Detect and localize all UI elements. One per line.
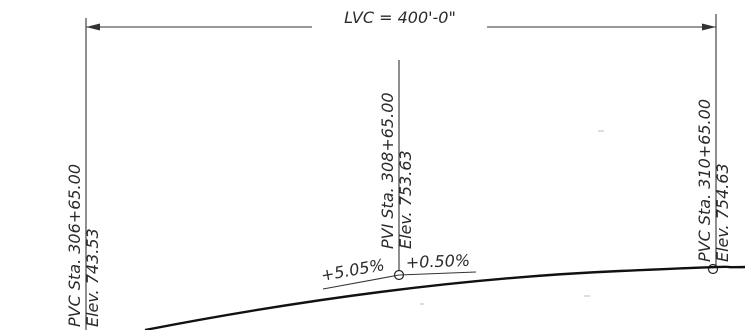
pvt-elevation-label: Elev. 754.63 <box>713 163 732 262</box>
pvt-callout: PVC Sta. 310+65.00 Elev. 754.63 <box>695 60 732 275</box>
pvc-elevation-label: Elev. 743.53 <box>83 228 102 327</box>
forward-tangent-line <box>398 271 477 276</box>
pvt-station-label: PVC Sta. 310+65.00 <box>695 99 714 262</box>
pvi-elevation-label: Elev. 753.63 <box>396 150 415 249</box>
pvi-callout: PVI Sta. 308+65.00 Elev. 753.63 <box>378 60 415 281</box>
dimension-arrow-left <box>86 23 100 31</box>
pvc-callout: PVC Sta. 306+65.00 Elev. 743.53 <box>65 125 102 330</box>
vertical-curve-profile <box>144 265 745 330</box>
lvc-dimension-label: LVC = 400'-0" <box>344 8 456 27</box>
dimension-arrow-right <box>702 23 716 31</box>
pvc-station-label: PVC Sta. 306+65.00 <box>65 164 84 327</box>
forward-grade-label: +0.50% <box>405 251 470 272</box>
scan-specks <box>420 130 604 305</box>
lvc-dimension: LVC = 400'-0" <box>85 8 717 125</box>
pvt-point-marker <box>707 263 719 275</box>
back-tangent-line <box>322 274 400 290</box>
dimension-text-mask <box>312 8 487 32</box>
back-grade-label: +5.05% <box>319 255 386 285</box>
pvi-station-label: PVI Sta. 308+65.00 <box>378 92 397 249</box>
